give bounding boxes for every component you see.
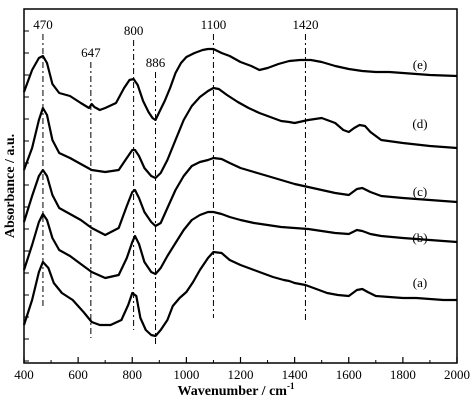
x-axis-title: Wavenumber / cm-1 [178,381,295,399]
peak-label: 886 [146,55,166,70]
x-axis-ticks: 400 600 800 1000 1200 1400 1600 1800 2000 [14,357,470,382]
series-label: (c) [413,184,427,199]
series-label: (a) [413,275,427,290]
series-line [22,210,458,280]
peak-label: 647 [81,45,101,60]
peak-label: 1100 [201,17,227,32]
series-line [22,156,458,237]
peak-label: 470 [33,17,53,32]
peak-label: 800 [124,23,144,38]
x-axis-title-superscript: -1 [287,381,295,391]
x-tick-label: 1200 [228,367,254,382]
y-axis-ticks [24,30,29,362]
x-tick-label: 2000 [444,367,470,382]
series-label: (b) [412,230,427,245]
x-axis-title-text: Wavenumber / cm [178,384,288,399]
series-line [22,250,457,338]
peak-marker-lines [42,34,306,344]
series-line [22,86,458,180]
x-tick-label: 1000 [173,367,199,382]
x-tick-label: 600 [68,367,88,382]
peak-labels: 470 647 800 886 1100 1420 [33,17,318,70]
series-lines [22,47,458,338]
series-labels: (a) (b) (c) (d) (e) [412,57,427,290]
x-tick-label: 1400 [282,367,308,382]
peak-label: 1420 [292,17,318,32]
y-axis-title: Absorbance / a.u. [3,134,18,238]
x-tick-label: 1600 [336,367,362,382]
series-label: (e) [413,57,427,72]
x-tick-label: 1800 [390,367,416,382]
x-tick-label: 400 [14,367,34,382]
series-line [22,47,458,122]
series-label: (d) [412,116,427,131]
x-tick-label: 800 [123,367,143,382]
